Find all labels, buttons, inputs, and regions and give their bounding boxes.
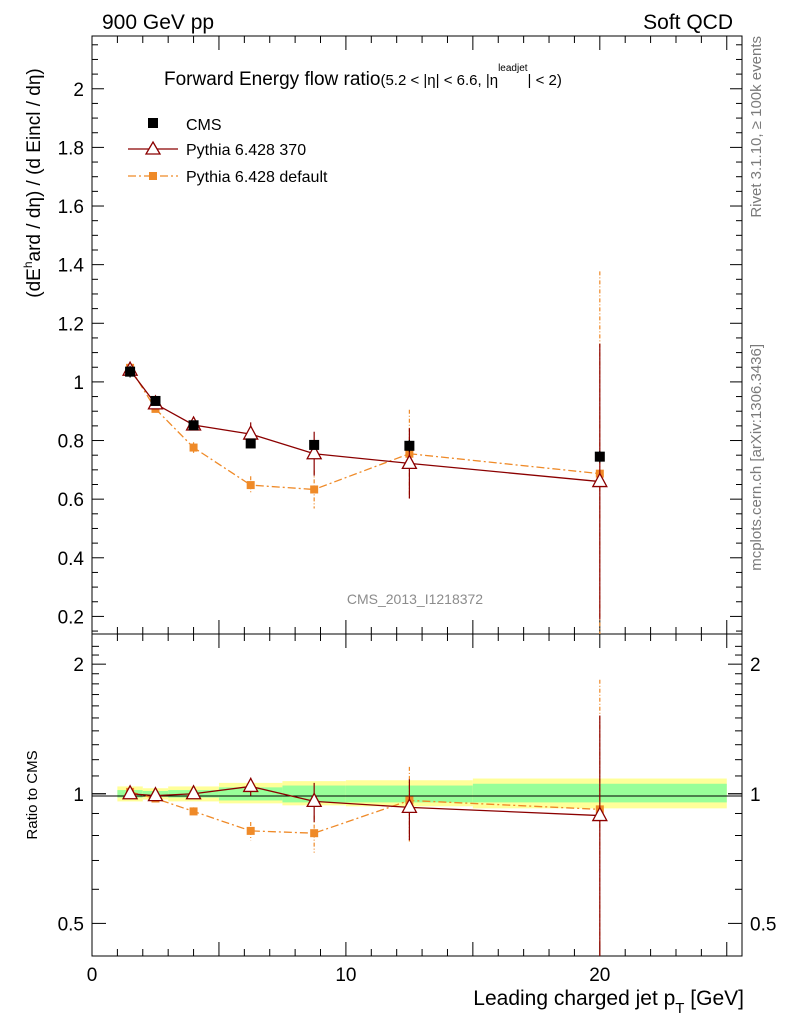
ratio-point-pythia-6-428-370 [121,784,139,800]
main-point-cms [309,439,320,450]
ratio-point-pythia-6-428-370 [401,797,418,813]
main-y-tick-label: 0.6 [58,490,84,511]
main-y-tick-label: 1.8 [58,138,84,159]
main-title: Forward Energy flow ratio(5.2 < |η| < 6.… [164,63,562,90]
main-y-axis: 0.2 0.4 0.6 0.8 1 1.2 1.4 1.6 1.8 2 [58,44,742,632]
main-point-pythia-6-428-370 [401,454,418,470]
title-sup: leadjet [498,63,528,74]
x-axis-label: Leading charged jet pT [GeV] [473,987,744,1017]
ratio-y-tick-label: 0.5 [58,914,84,935]
ratio-x-tick-label: 0 [87,965,98,986]
main-point-pythia-6-428-370 [306,444,323,460]
ylabel-sup: h [21,261,35,268]
ratio-x-tick-label: 10 [335,965,356,986]
ratio-point-pythia-6-428-default [246,826,255,835]
ratio-x-tick-label: 20 [589,965,610,986]
main-y-tick-label: 2 [73,80,84,101]
main-y-label: (dEhard / dη) / (d Eincl / dη) [21,68,45,298]
ratio-y-tick-label-right: 0.5 [750,914,776,935]
main-point-cms [245,438,256,449]
main-y-tick-label: 1 [73,373,84,394]
analysis-watermark: CMS_2013_I1218372 [347,591,483,607]
title-sub-b: | < 2) [528,72,562,89]
main-point-pythia-6-428-default [310,485,319,494]
ratio-y-axis: 0.5 0.5 1 1 2 2 [58,645,776,935]
main-point-pythia-6-428-default [246,481,255,490]
ratio-series [121,679,608,956]
main-point-cms [594,451,605,462]
ratio-point-pythia-6-428-370 [306,792,323,808]
main-y-tick-label: 0.4 [58,549,85,570]
ratio-plot-frame [91,633,743,957]
legend-marker-pythia-default [149,172,157,180]
main-y-tick-label: 1.6 [58,197,84,218]
main-point-cms [125,366,136,377]
main-y-tick-label: 1.2 [58,314,84,335]
legend-marker-pythia370 [144,140,162,155]
main-point-pythia-6-428-370 [591,472,608,488]
ratio-point-pythia-6-428-370 [185,784,202,800]
ratio-uncertainty-bands [117,778,727,809]
main-y-tick-label: 1.4 [58,256,85,277]
side-label-top: Rivet 3.1.10, ≥ 100k events [748,36,765,218]
xlabel-b: [GeV] [684,987,744,1010]
ratio-point-pythia-6-428-370 [242,777,259,793]
main-series [121,271,608,634]
title-sub-a: (5.2 < |η| < 6.6, |η [380,72,498,89]
ratio-y-tick-label: 1 [73,785,84,806]
xlabel-sub: T [675,1000,684,1017]
main-point-pythia-6-428-default [189,443,198,452]
ratio-point-pythia-6-428-default [310,829,319,838]
header-left: 900 GeV pp [102,11,214,34]
ratio-y-tick-label-right: 2 [750,655,761,676]
legend-marker-cms [148,118,158,128]
main-y-tick-label: 0.2 [58,607,84,628]
main-point-cms [150,395,161,406]
xlabel-a: Leading charged jet p [473,987,675,1010]
ylabel-a: (dE [24,268,45,298]
legend-label-pythia370: Pythia 6.428 370 [186,142,306,159]
ratio-y-label: Ratio to CMS [24,750,41,839]
legend: CMS Pythia 6.428 370 Pythia 6.428 defaul… [128,117,328,186]
legend-label-pythia-default: Pythia 6.428 default [186,169,328,186]
ratio-point-pythia-6-428-370 [147,786,164,802]
main-y-tick-label: 0.8 [58,432,84,453]
side-label-bottom: mcplots.cern.ch [arXiv:1306.3436] [748,344,765,571]
ratio-point-pythia-6-428-default [189,807,198,816]
header-right: Soft QCD [643,11,733,34]
ratio-y-tick-label-right: 1 [750,785,761,806]
ratio-point-pythia-6-428-370 [591,806,608,822]
title-main: Forward Energy flow ratio [164,69,380,90]
ratio-x-axis: 0 10 20 [87,634,728,986]
main-line-pythia-6-428-370 [129,369,600,483]
legend-label-cms: CMS [186,117,222,134]
main-point-cms [404,440,415,451]
ylabel-b: ard / dη) / (d Eincl / dη) [24,68,45,261]
main-point-pythia-6-428-370 [242,424,259,440]
ratio-y-tick-label: 2 [73,655,84,676]
main-point-cms [188,420,199,431]
